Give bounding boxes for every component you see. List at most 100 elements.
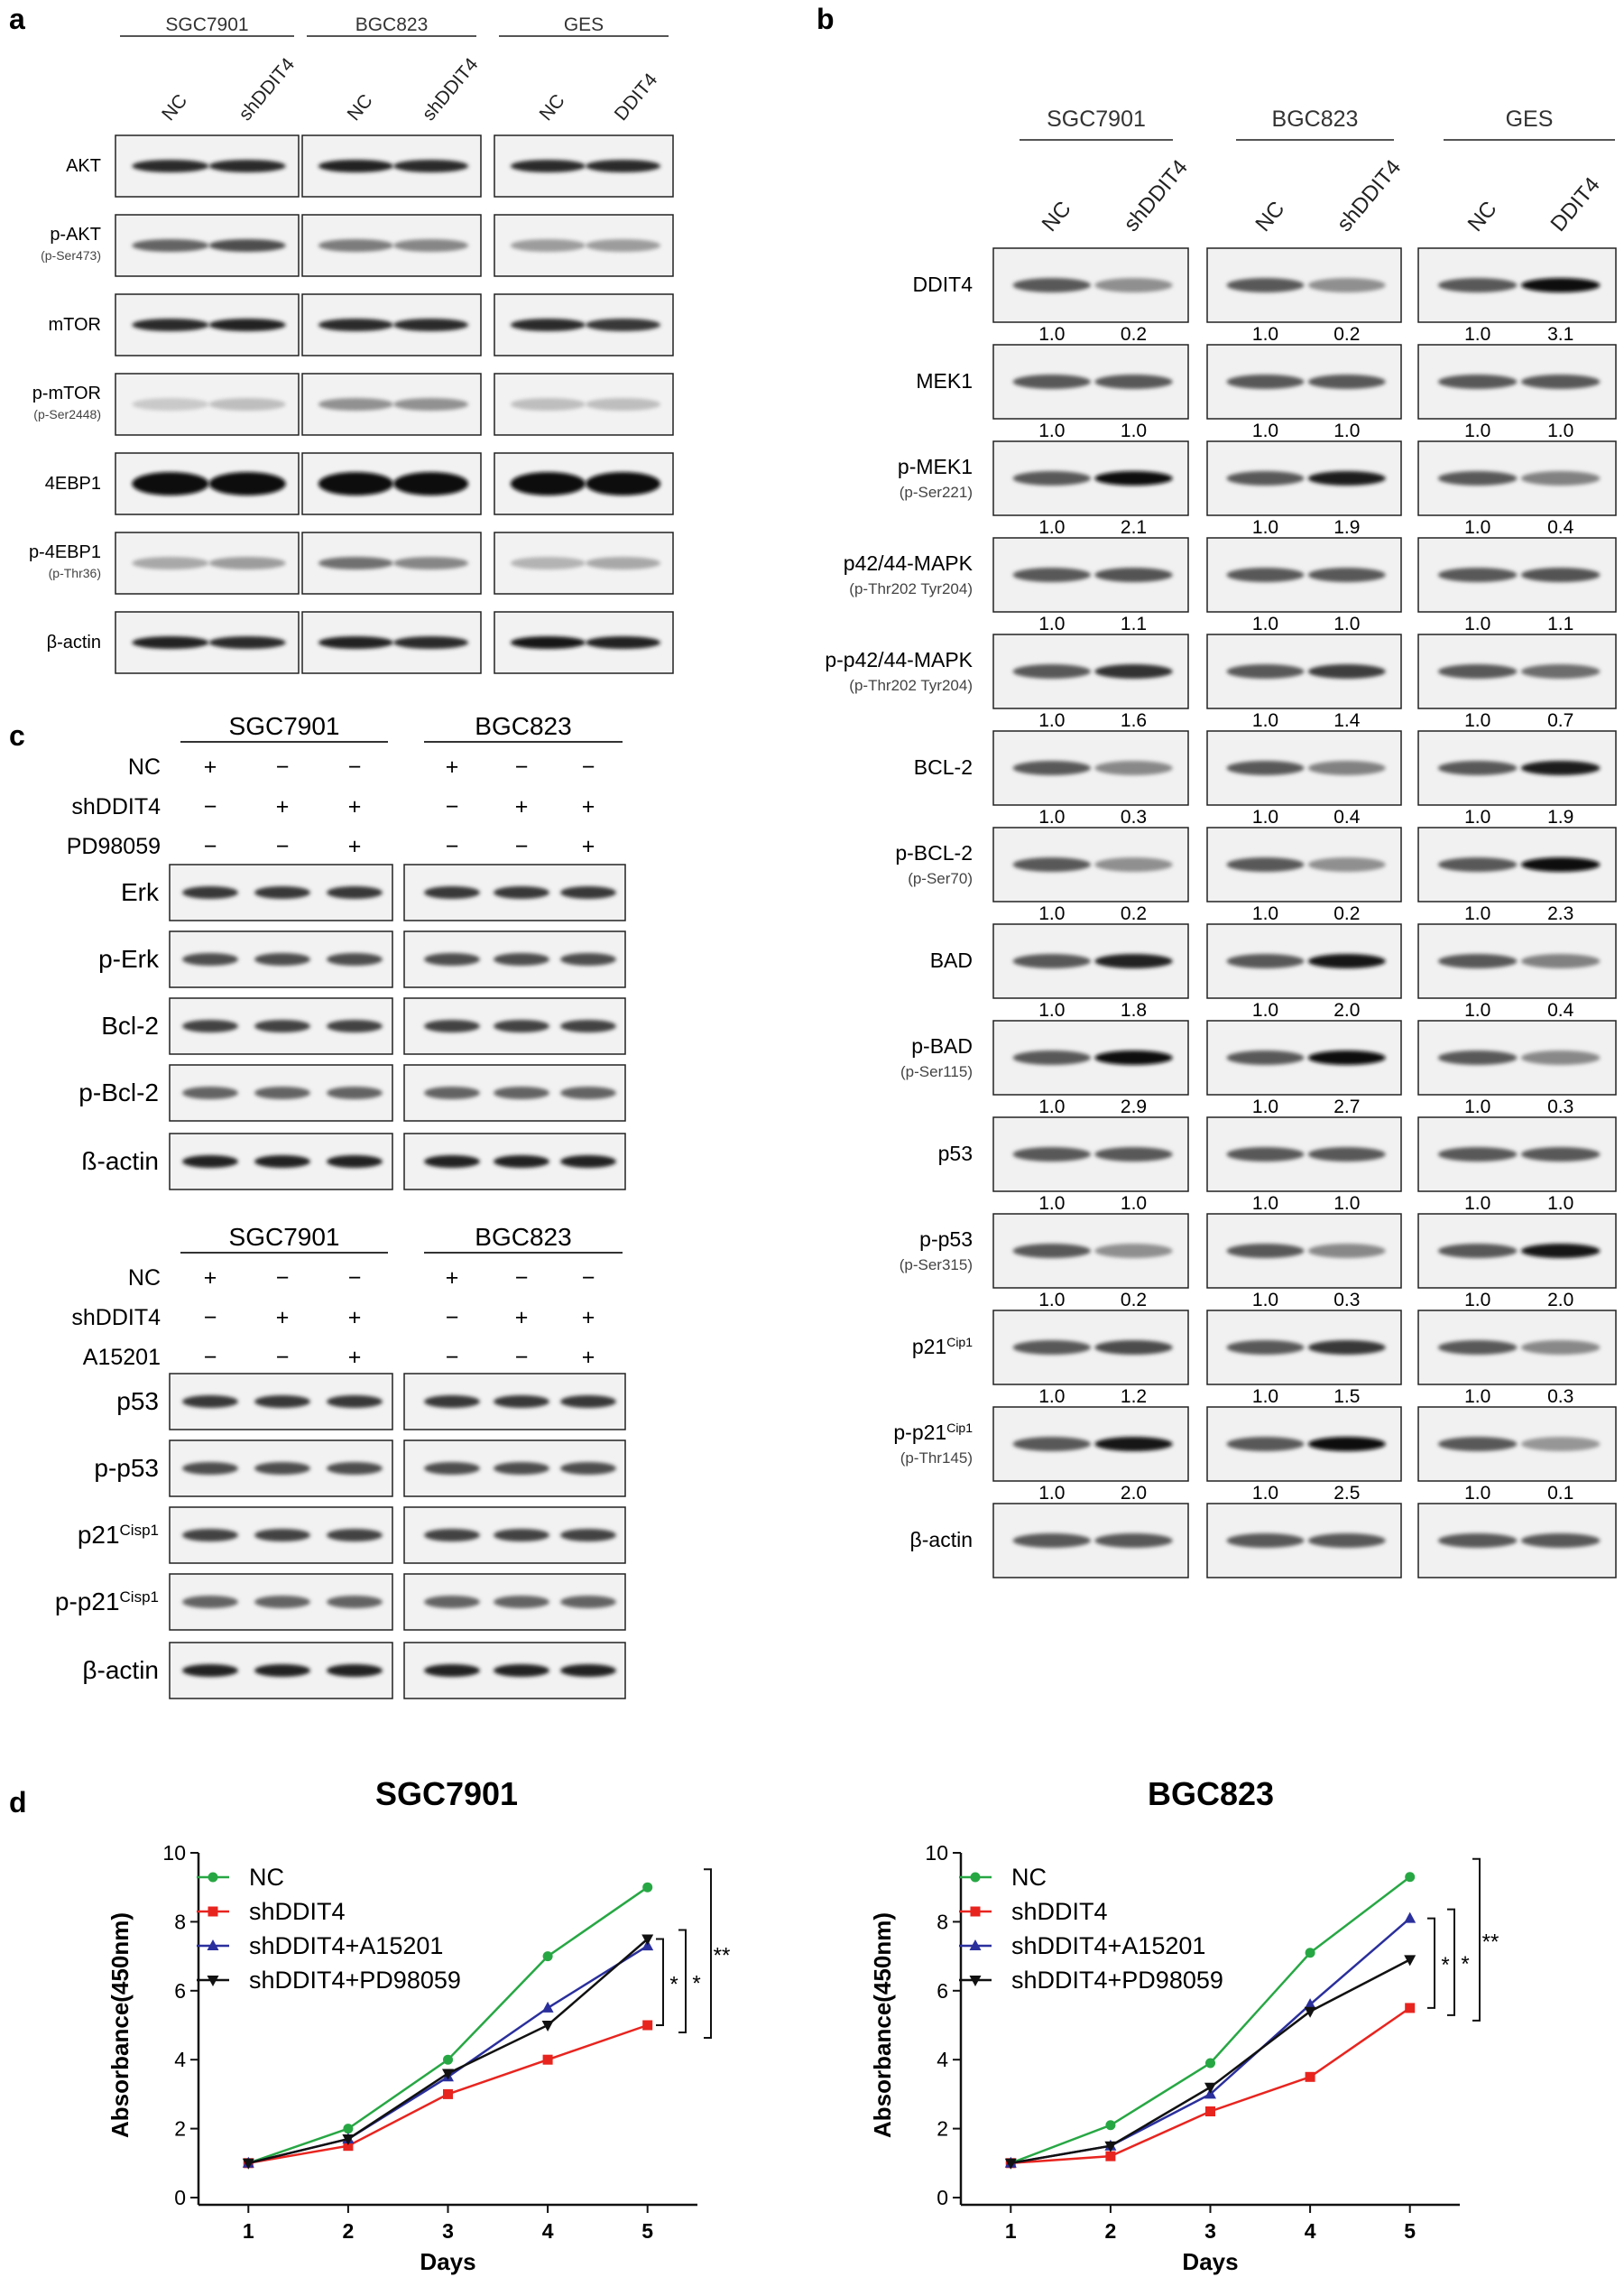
blot-band (585, 557, 661, 569)
quant-value: 2.1 (1121, 517, 1147, 538)
y-tick-label: 0 (174, 2186, 186, 2209)
blot-band (254, 953, 310, 966)
row-label-4ebp1: 4EBP1 (45, 474, 101, 494)
data-point (1205, 2106, 1215, 2116)
row-label-mtor: mTOR (48, 315, 101, 335)
y-tick-label: 6 (937, 1979, 948, 2003)
row-label-p-p21-cip1: p-p21Cip1 (893, 1421, 973, 1444)
blot-band (254, 1020, 310, 1032)
blot-band (1307, 1437, 1386, 1451)
data-point (1004, 2158, 1017, 2170)
treatment-sign: − (204, 1305, 217, 1330)
blot-band (510, 319, 586, 331)
blot-band (1094, 1437, 1173, 1451)
quant-value: 1.0 (1121, 421, 1147, 441)
row-sublabel: (p-Ser115) (900, 1063, 973, 1080)
blot-band (392, 398, 469, 411)
group-label-bgc823: BGC823 (475, 1223, 571, 1251)
quant-value: 1.0 (1252, 1000, 1278, 1021)
blot-band (392, 557, 469, 569)
blot-band (1520, 954, 1601, 968)
blot-band (132, 636, 209, 649)
quant-value: 1.0 (1464, 1290, 1490, 1310)
blot-band (510, 160, 586, 172)
treatment-sign: + (582, 794, 595, 819)
group-label-ges: GES (1506, 106, 1554, 132)
blot-band (1520, 1340, 1601, 1355)
blot-band (1226, 664, 1305, 679)
blot-band (1307, 375, 1386, 389)
quant-value: 1.0 (1038, 1290, 1065, 1310)
treatment-sign: + (276, 794, 290, 819)
row-label-ddit4: DDIT4 (913, 273, 973, 296)
treatment-sign: − (276, 1345, 290, 1370)
data-point (541, 2001, 554, 2013)
blot-band (1226, 1533, 1305, 1548)
data-point (1105, 2151, 1116, 2161)
blot-band (1094, 954, 1173, 968)
row-sublabel: (p-Thr145) (900, 1449, 973, 1467)
group-label-bgc823: BGC823 (355, 14, 429, 35)
treatment-sign: − (276, 754, 290, 780)
blot-band (318, 557, 393, 569)
blot-band (1012, 278, 1092, 292)
blot-band (1226, 1051, 1305, 1065)
blot-band (1094, 761, 1173, 775)
blot-band (1307, 1533, 1386, 1548)
treatment-sign: + (582, 834, 595, 859)
quant-value: 0.3 (1121, 807, 1147, 828)
quant-value: 1.0 (1038, 1483, 1065, 1504)
blot-band (1520, 1533, 1601, 1548)
row-label-p-p42-44-mapk: p-p42/44-MAPK (825, 648, 973, 671)
y-tick-label: 4 (174, 2048, 186, 2071)
chart-title: SGC7901 (375, 1775, 518, 1812)
blot-band (494, 1395, 549, 1408)
legend-marker (969, 1939, 982, 1950)
lane-label-nc: NC (158, 90, 191, 125)
blot-band (1094, 1340, 1173, 1355)
row-label-p53: p53 (116, 1387, 159, 1415)
legend-label-nc: NC (1011, 1864, 1047, 1891)
quant-value: 1.0 (1038, 1386, 1065, 1407)
blot-band (1226, 1147, 1305, 1162)
blot-band (182, 1462, 238, 1475)
quant-value: 2.0 (1121, 1483, 1147, 1504)
treatment-sign: − (276, 1265, 290, 1291)
data-point (343, 2141, 354, 2152)
row-label-p-bcl-2: p-BCL-2 (895, 841, 973, 865)
x-axis-label: Days (420, 2248, 475, 2275)
blot-band (1520, 1147, 1601, 1162)
quant-value: 1.0 (1464, 903, 1490, 924)
blot-band (254, 886, 310, 899)
quant-value: 1.0 (1464, 710, 1490, 731)
quant-value: 1.0 (1333, 614, 1360, 634)
data-point (642, 1882, 653, 1893)
blot-band (1094, 1244, 1173, 1258)
quant-value: 1.0 (1038, 1000, 1065, 1021)
quant-value: 1.0 (1038, 1097, 1065, 1117)
group-label-bgc823: BGC823 (1272, 106, 1359, 132)
blot-band (1437, 278, 1518, 292)
blot-band (1437, 471, 1518, 486)
blot-band (254, 1155, 310, 1168)
data-point (343, 2124, 354, 2134)
quant-value: 1.0 (1252, 1193, 1278, 1214)
treatment-sign: − (204, 1345, 217, 1370)
treatment-sign: + (348, 834, 362, 859)
blot-band (510, 239, 586, 252)
x-tick-label: 4 (1305, 2219, 1316, 2243)
blot-band (1307, 954, 1386, 968)
blot-band (1012, 1051, 1092, 1065)
blot-band (254, 1462, 310, 1475)
group-label-sgc7901: SGC7901 (229, 712, 340, 740)
blot-band (327, 953, 383, 966)
y-tick-label: 8 (937, 1910, 948, 1933)
blot-band (1520, 857, 1601, 872)
blot-band (560, 1596, 616, 1608)
quant-value: 1.0 (1333, 421, 1360, 441)
blot-band (1437, 664, 1518, 679)
group-label-sgc7901: SGC7901 (165, 14, 248, 35)
blot-band (318, 398, 393, 411)
